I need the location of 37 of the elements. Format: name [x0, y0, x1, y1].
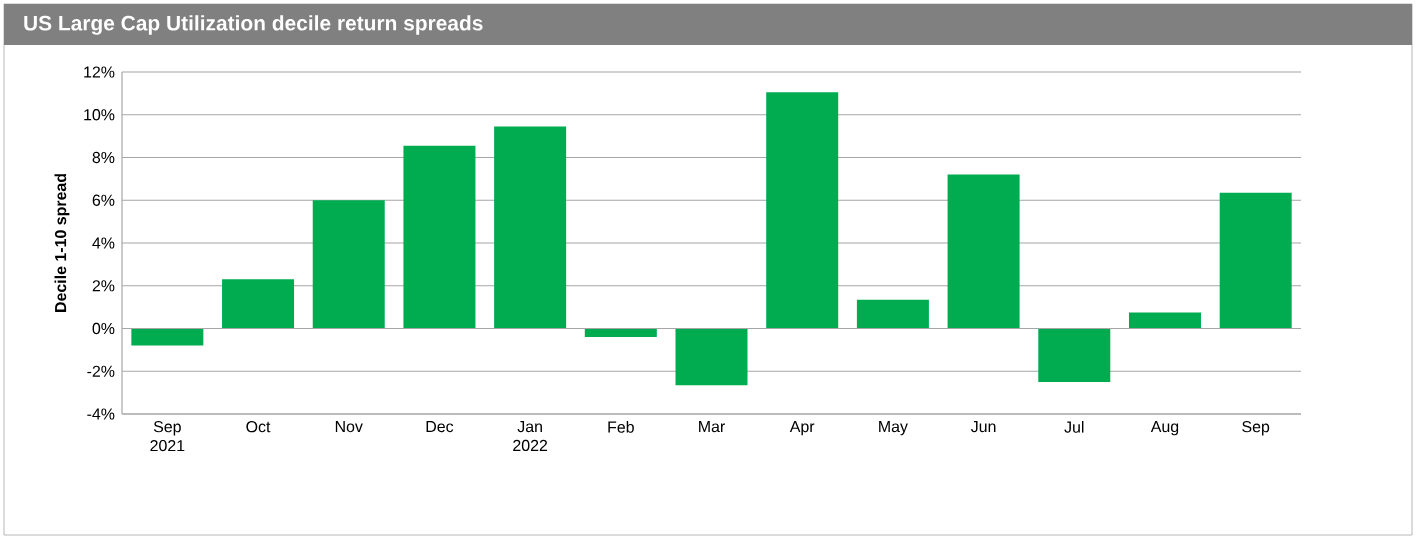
- y-axis-title: Decile 1-10 spread: [54, 174, 70, 312]
- x-tick-label: Dec: [426, 421, 454, 433]
- bar: [494, 126, 567, 329]
- x-tick-label: Nov: [335, 421, 363, 433]
- x-tick-label: Jun: [970, 421, 996, 433]
- bar: [1219, 192, 1292, 329]
- y-tick-label: 0%: [92, 322, 115, 335]
- bar: [403, 145, 476, 329]
- x-tick-label: Apr: [789, 421, 815, 436]
- chart-title: US Large Cap Utilization decile return spreads: [24, 15, 483, 35]
- y-tick-label: -4%: [87, 408, 115, 420]
- y-tick-label: -2%: [87, 365, 115, 377]
- x-tick-label: Mar: [699, 421, 725, 433]
- x-tick-label: Feb: [608, 421, 634, 433]
- bar: [584, 328, 657, 338]
- bar: [675, 328, 748, 386]
- bar: [856, 299, 929, 329]
- x-tick-label: Sep 2021: [150, 421, 185, 452]
- x-tick-label: Sep: [1242, 421, 1270, 436]
- bar: [131, 328, 204, 346]
- y-tick-label: 2%: [92, 280, 115, 292]
- x-tick-label: Jul: [1064, 421, 1084, 433]
- bar: [1128, 312, 1201, 329]
- bar: [947, 174, 1020, 329]
- bar: [766, 92, 839, 329]
- bar: [1038, 328, 1111, 382]
- y-tick-label: 8%: [92, 151, 115, 164]
- bar: [312, 200, 385, 329]
- x-tick-label: Jan 2022: [513, 421, 548, 452]
- y-tick-label: 10%: [84, 109, 115, 121]
- x-tick-label: May: [879, 421, 908, 436]
- y-tick-label: 4%: [92, 237, 115, 249]
- y-tick-label: 12%: [84, 66, 115, 78]
- x-tick-label: Oct: [246, 421, 271, 433]
- y-tick-label: 6%: [92, 194, 115, 206]
- x-tick-label: Aug: [1150, 421, 1179, 436]
- bar: [222, 279, 295, 329]
